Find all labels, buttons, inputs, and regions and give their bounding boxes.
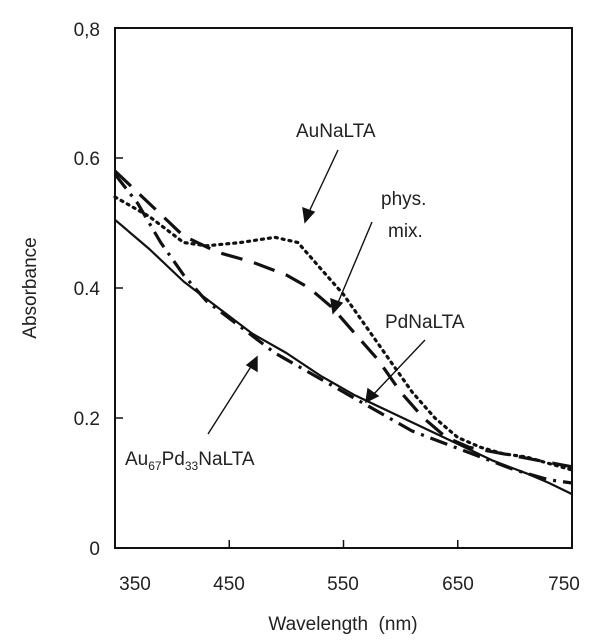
annotation-pdnalta: PdNaLTA <box>385 312 465 333</box>
anno-nalta: NaLTA <box>198 449 255 470</box>
arrow-head-aunalta <box>302 206 316 224</box>
series-line-aunalta <box>113 195 574 472</box>
arrow-head-pdnalta <box>365 387 380 404</box>
x-axis-ticks <box>114 540 573 548</box>
y-tick-label: 0.2 <box>74 409 100 430</box>
y-tick-label: 0.6 <box>74 149 100 170</box>
y-axis-title: Absorbance <box>20 237 41 338</box>
arrow-aunalta <box>307 149 339 215</box>
annotation-mix: mix. <box>388 221 423 242</box>
arrow-pdnalta <box>371 339 426 397</box>
arrow-head-au67pd33nalta <box>245 355 258 373</box>
arrow-head-phys-mix <box>330 297 344 315</box>
anno-sub-67: 67 <box>148 459 162 473</box>
x-tick-label: 650 <box>442 574 474 595</box>
anno-au: Au <box>125 449 148 470</box>
arrow-au67pd33nalta <box>207 364 253 435</box>
y-tick-labels: 0 0.2 0.4 0.6 0,8 <box>74 20 101 560</box>
annotation-arrows <box>207 149 426 435</box>
series-line-phys-mix <box>113 169 573 469</box>
y-axis-ticks <box>115 27 123 549</box>
series-line-au67pd33nalta <box>114 218 573 496</box>
annotation-au67pd33nalta: Au67Pd33NaLTA <box>125 449 255 473</box>
x-tick-label: 550 <box>327 574 359 595</box>
annotation-phys: phys. <box>381 189 426 210</box>
x-axis-title: Wavelength (nm) <box>268 614 417 635</box>
x-tick-label: 750 <box>548 574 580 595</box>
arrow-phys-mix <box>336 221 373 306</box>
series-line-pdnalta <box>113 173 573 485</box>
anno-sub-33: 33 <box>185 459 199 473</box>
x-tick-labels: 350 450 550 650 750 <box>119 574 580 595</box>
x-tick-label: 450 <box>213 574 245 595</box>
series-layer <box>113 169 574 496</box>
y-tick-label: 0 <box>89 539 100 560</box>
y-tick-label: 0,8 <box>74 20 100 41</box>
anno-pd: Pd <box>162 449 185 470</box>
annotation-aunalta: AuNaLTA <box>296 121 376 142</box>
x-tick-label: 350 <box>119 574 151 595</box>
y-tick-label: 0.4 <box>74 279 101 300</box>
